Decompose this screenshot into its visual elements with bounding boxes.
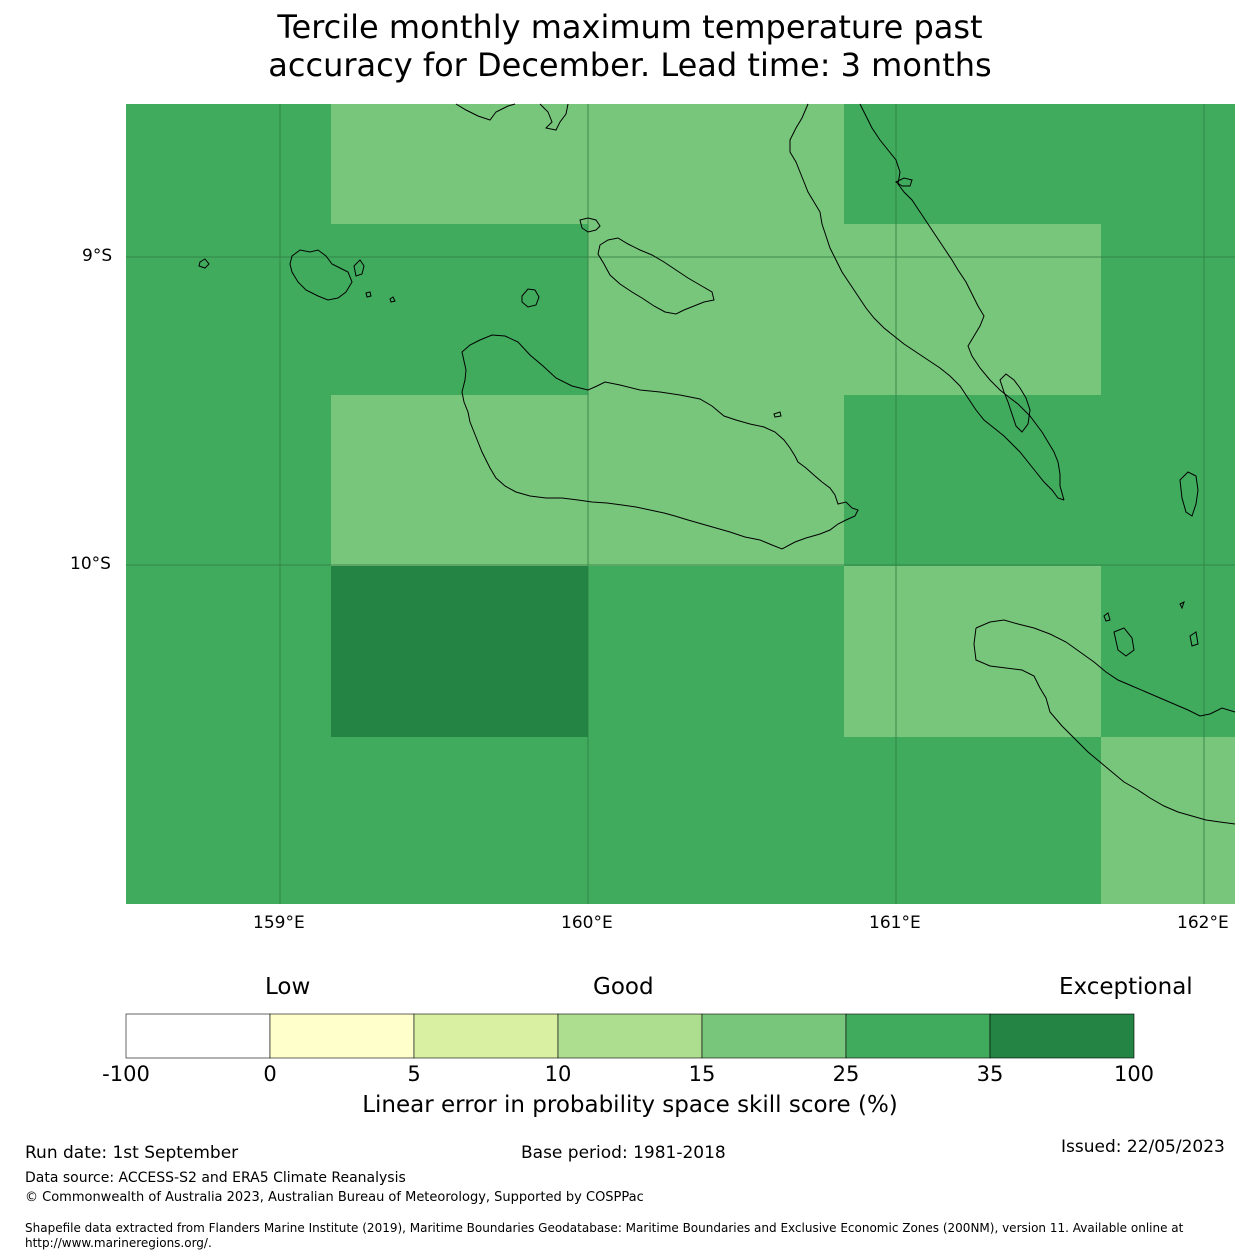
coastline-islet: [353, 259, 365, 277]
coastline-malaita-east: [859, 103, 1065, 501]
coastline-guadalcanal: [461, 334, 859, 550]
colorbar-tick: 0: [263, 1062, 277, 1086]
lat-label-9s: 9°S: [82, 246, 113, 266]
coastline-islet: [773, 411, 782, 418]
colorbar-tick: 5: [407, 1062, 421, 1086]
colorbar-box-below-0: [125, 1013, 271, 1059]
grid-cell-good: [1101, 737, 1235, 904]
colorbar-tick: 100: [1113, 1062, 1155, 1086]
coastline-savo-island: [521, 288, 540, 308]
coastline-santa-isabel: [455, 103, 569, 131]
coastlines: [198, 103, 1236, 825]
coastline-islet: [1113, 627, 1135, 657]
coastline-islet: [1103, 612, 1111, 622]
lon-label-161e: 161°E: [869, 913, 921, 933]
run-date: Run date: 1st September: [25, 1143, 239, 1163]
coastline-islet: [1179, 601, 1185, 610]
copyright-notice: © Commonwealth of Australia 2023, Austra…: [25, 1190, 644, 1205]
coastline-islet: [389, 296, 396, 303]
base-period: Base period: 1981-2018: [521, 1143, 726, 1163]
colorbar-tick: 10: [544, 1062, 572, 1086]
coastline-islet: [579, 217, 601, 233]
map-title-line-2: accuracy for December. Lead time: 3 mont…: [268, 46, 992, 84]
colorbar-box-15-25: [701, 1013, 847, 1059]
coastline-islet: [365, 291, 372, 298]
map-title-line-1: Tercile monthly maximum temperature past: [277, 8, 983, 46]
lon-label-162e: 162°E: [1177, 913, 1229, 933]
shapefile-credit: Shapefile data extracted from Flanders M…: [25, 1221, 1184, 1250]
coastline-islet: [1189, 631, 1199, 647]
skill-grid: [126, 104, 1235, 904]
grid-cell-exceptional: [331, 566, 588, 737]
data-source: Data source: ACCESS-S2 and ERA5 Climate …: [25, 1170, 406, 1186]
grid-cell-good: [844, 566, 1101, 737]
coastline-russell-islands: [289, 249, 353, 301]
coastline-small-malaita: [999, 373, 1031, 433]
colorbar-box-5-10: [413, 1013, 559, 1059]
issued-date: Issued: 22/05/2023: [1061, 1137, 1225, 1157]
colorbar-tick: -100: [102, 1062, 150, 1086]
coastline-islet: [1179, 471, 1199, 517]
colorbar: [125, 1013, 1135, 1059]
colorbar-tick: 25: [832, 1062, 860, 1086]
grid-cell-good: [588, 224, 1101, 395]
graticule: [126, 104, 1235, 904]
colorbar-category-good: Good: [593, 974, 654, 1000]
lon-label-160e: 160°E: [561, 913, 613, 933]
coastline-makira: [973, 619, 1236, 825]
colorbar-box-35-100: [989, 1013, 1135, 1059]
colorbar-category-low: Low: [265, 974, 311, 1000]
colorbar-box-10-15: [557, 1013, 703, 1059]
coastline-malaita-west: [789, 103, 1065, 501]
colorbar-box-25-35: [845, 1013, 991, 1059]
colorbar-tick: 35: [976, 1062, 1004, 1086]
coastline-nggela-islands: [597, 237, 715, 315]
lat-label-10s: 10°S: [70, 554, 111, 574]
colorbar-label: Linear error in probability space skill …: [362, 1092, 898, 1118]
coastline-islet: [198, 258, 210, 269]
coastline-islet: [895, 177, 913, 187]
colorbar-box-0-5: [269, 1013, 415, 1059]
colorbar-category-exceptional: Exceptional: [1059, 974, 1193, 1000]
colorbar-tick: 15: [688, 1062, 716, 1086]
lon-label-159e: 159°E: [253, 913, 305, 933]
